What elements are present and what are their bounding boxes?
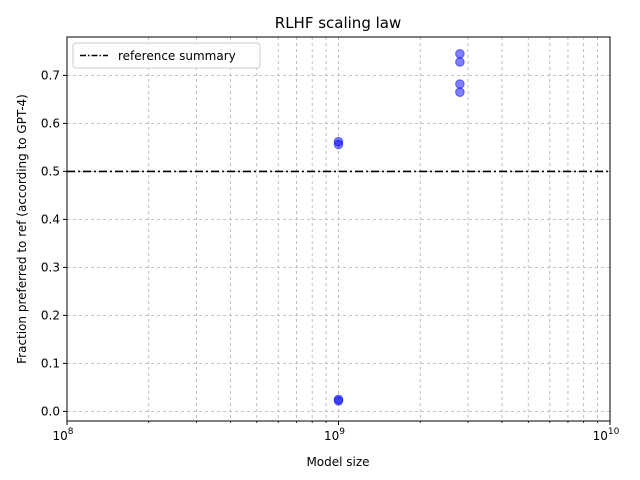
data-point: [333, 396, 344, 406]
x-axis-label: Model size: [306, 455, 369, 469]
legend-label-reference: reference summary: [118, 49, 236, 63]
y-tick-label: 0.7: [41, 68, 60, 82]
legend: reference summary: [72, 42, 261, 69]
data-point: [455, 49, 465, 59]
grid: [66, 37, 611, 421]
y-tick-label: 0.4: [41, 212, 60, 226]
chart-title: RLHF scaling law: [275, 14, 401, 32]
x-tick-label: 108: [52, 427, 73, 443]
y-tick-label: 0.0: [41, 404, 60, 418]
data-point: [333, 139, 344, 150]
x-tick-label: 109: [324, 427, 345, 443]
data-point: [455, 57, 465, 67]
data-points: [333, 49, 465, 406]
y-tick-label: 0.2: [41, 308, 60, 322]
y-tick-label: 0.5: [41, 164, 60, 178]
data-point: [455, 87, 465, 97]
y-tick-label: 0.1: [41, 356, 60, 370]
y-tick-label: 0.6: [41, 116, 60, 130]
x-tick-label: 1010: [593, 427, 620, 443]
y-axis-label: Fraction preferred to ref (according to …: [15, 94, 29, 364]
y-tick-label: 0.3: [41, 260, 60, 274]
legend-box: [72, 42, 261, 69]
x-axis-ticks: 108 109 1010: [52, 421, 620, 443]
y-axis-ticks: 0.0 0.1 0.2 0.3 0.4 0.5 0.6 0.7: [41, 68, 67, 418]
data-point: [455, 79, 465, 89]
